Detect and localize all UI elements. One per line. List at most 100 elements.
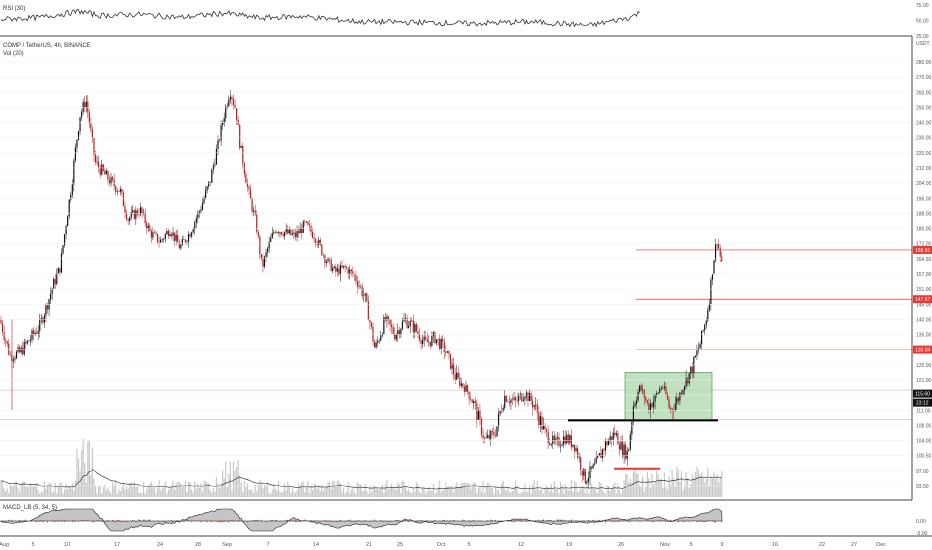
volume-bar [660,478,662,497]
candle [497,408,500,432]
candle [468,391,470,406]
candle [600,446,602,458]
volume-bar [124,489,126,497]
candle [389,318,391,332]
candle [676,392,678,411]
volume-bar [646,471,648,497]
volume-bar [544,487,546,497]
macd-hist-bar [11,519,13,521]
candle [28,340,30,342]
volume-bar [589,490,591,497]
volume-bar [205,480,207,497]
volume-bar [456,482,458,497]
volume-bar [437,486,439,497]
candle [453,357,455,381]
candle [232,94,235,110]
candle [687,377,689,387]
volume-bar [214,491,216,497]
volume-bar [67,489,69,497]
candle [380,330,382,342]
macd-hist-bar [473,519,475,521]
volume-bar [167,490,169,497]
candle [50,287,52,305]
candle [268,236,270,254]
volume-bar [257,485,259,497]
volume-bar [434,493,436,497]
volume-bar [387,489,390,497]
candle [339,261,342,282]
candle [521,393,523,403]
volume-bar [493,493,495,497]
macd-hist-bar [25,519,27,521]
volume-bar [130,482,132,497]
volume-bar [301,482,303,497]
macd-hist-bar [237,521,239,522]
volume-bar [344,493,346,497]
macd-hist-bar [547,519,549,521]
volume-bar [268,492,270,497]
volume-bar [366,491,368,497]
volume-bar [132,487,134,497]
candle [679,391,681,406]
candle [409,317,411,334]
volume-bar [721,470,723,497]
candle [417,324,419,339]
volume-bar [248,489,250,497]
volume-bar [115,481,117,497]
volume-bar [713,472,715,497]
volume-bar [273,484,275,497]
volume-bar [392,488,394,497]
volume-bar [460,483,462,497]
candle [298,225,300,238]
volume-bar [501,483,503,497]
volume-bar [606,485,608,497]
volume-bar [490,487,492,497]
candle [82,98,84,115]
macd-hist-bar [47,521,48,523]
candle [304,219,306,226]
time-tick-label: 14 [313,542,319,548]
candle [541,411,543,435]
reference-lines [0,389,912,420]
candle [511,394,514,406]
macd-hist-bar [521,521,523,523]
macd-hist-bar [463,520,465,521]
volume-bar [412,487,414,497]
macd-hist-bar [543,519,544,521]
volume-bar [683,486,686,497]
candle [251,196,253,215]
candle [428,335,430,347]
consolidation-box[interactable] [624,372,713,421]
volume-bar [697,469,700,497]
macd-hist-bar [36,521,38,523]
candle [415,322,417,333]
candle [279,231,281,238]
candle [580,454,582,476]
candlesticks [0,89,723,489]
volume-bar [649,488,652,497]
volume-bar [105,490,107,497]
macd-hist-bar [347,520,349,521]
candle [223,112,225,127]
volume-bar [386,480,388,497]
macd-hist-bar [614,521,616,523]
candle [507,399,509,403]
candle [572,444,574,449]
volume-bar [298,482,300,497]
candle [456,364,458,381]
volume-bar [494,486,497,497]
volume-bar [408,489,410,497]
volume-bar [422,487,424,497]
volume-bar [102,487,104,497]
candle [307,220,309,226]
volume-bar [46,484,49,497]
volume-bar [693,477,695,497]
macd-hist-bar [587,519,589,521]
price-pane: COMP / TetherUS, 4h, BINANCE Vol (20) US… [0,36,932,500]
macd-hist-bar [206,521,208,523]
volume-bar [714,479,717,497]
macd-hist-bar [219,521,221,523]
macd-hist-bar [721,521,723,523]
candle [476,399,478,428]
